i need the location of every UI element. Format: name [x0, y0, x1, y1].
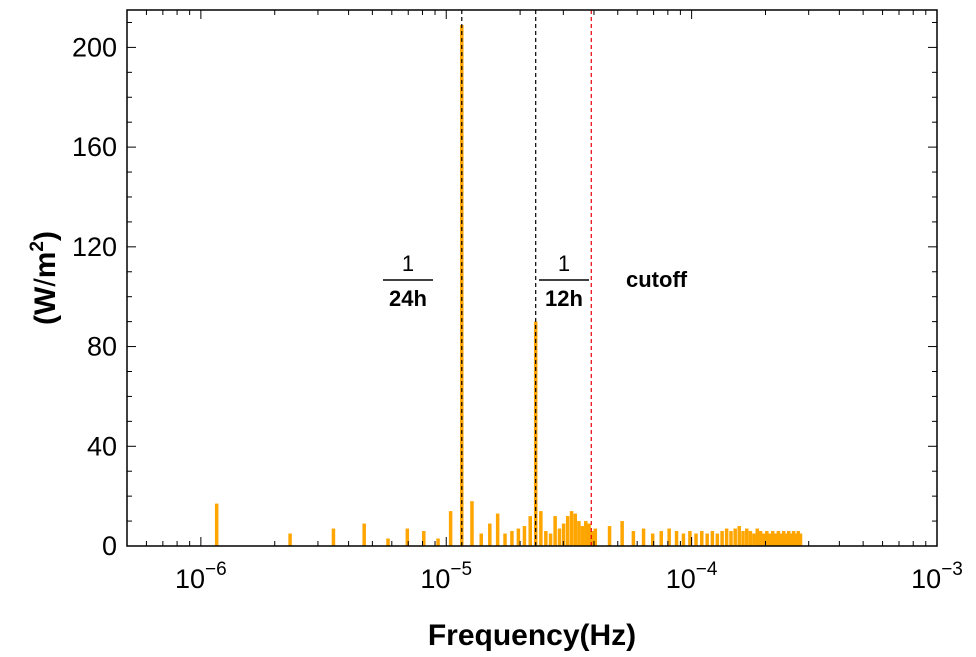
y-tick-label: 160: [72, 132, 117, 162]
y-tick-label: 200: [72, 32, 117, 62]
plot-frame: [126, 9, 938, 547]
y-tick-label: 0: [102, 531, 117, 561]
x-tick-label: 10−3: [911, 559, 963, 594]
x-axis-title: Frequency(Hz): [428, 619, 636, 652]
y-axis-title-open: (W: [29, 286, 62, 325]
y-tick-label: 40: [87, 431, 117, 461]
y-axis-title: (W/m2): [27, 231, 62, 325]
annotation-24h-denominator: 24h: [389, 286, 427, 311]
x-tick-label: 10−5: [420, 559, 472, 594]
bar-series: [214, 24, 803, 546]
annotation-24h-numerator: 1: [402, 251, 414, 276]
y-tick-label: 80: [87, 332, 117, 362]
y-axis-title-unit: m: [29, 252, 62, 279]
y-tick-label: 120: [72, 232, 117, 262]
x-tick-label: 10−6: [175, 559, 227, 594]
annotation-24h: 1 24h: [383, 251, 433, 311]
y-axis-ticks: 0 40 80 120 160 200: [72, 21, 937, 561]
y-axis-title-exp: 2: [27, 241, 48, 252]
y-axis-title-close: ): [29, 231, 62, 241]
x-axis-ticks: 10−6 10−5 10−4 10−3: [126, 10, 963, 594]
x-tick-label: 10−4: [666, 559, 718, 594]
y-axis-title-text: (W/m2): [27, 231, 62, 325]
reference-lines: [461, 10, 592, 546]
y-axis-title-slash: /: [29, 278, 62, 287]
annotation-12h: 1 12h: [539, 251, 589, 311]
annotation-cutoff: cutoff: [626, 267, 688, 292]
annotation-12h-numerator: 1: [558, 251, 570, 276]
annotation-12h-denominator: 12h: [545, 286, 583, 311]
